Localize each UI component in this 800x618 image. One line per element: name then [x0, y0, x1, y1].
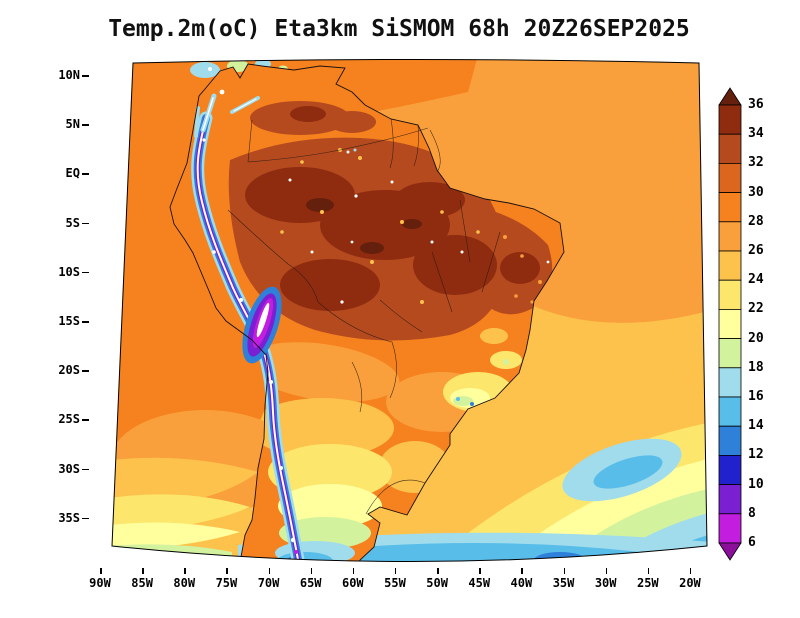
domain-outline — [111, 59, 708, 562]
altiplano-snow-core — [256, 302, 270, 338]
cool-tongue-inner — [593, 455, 663, 489]
sw-band-2 — [112, 494, 250, 532]
south-band — [250, 398, 394, 458]
se-brazil-cool — [453, 396, 473, 406]
se-corner — [688, 550, 707, 562]
coastline — [169, 63, 565, 562]
hottest-speck — [306, 198, 334, 212]
patagonia-cold — [277, 552, 333, 562]
hot-patch — [413, 235, 497, 295]
field-speckles — [280, 148, 550, 304]
se-brazil-cool-dot — [503, 359, 509, 365]
bottom-strip-inner — [300, 543, 640, 562]
llanos-core — [290, 106, 326, 122]
se-brazil-cold-dot — [456, 397, 460, 401]
hottest-speck — [360, 242, 384, 254]
patagonia-coldest-spot — [281, 560, 287, 562]
sw-band-4 — [112, 544, 232, 562]
plot-title: Temp.2m(oC) Eta3km SiSMOM 68h 20Z26SEP20… — [108, 16, 690, 42]
south-band — [268, 444, 392, 500]
se-brazil-cold-dot — [470, 402, 474, 406]
hot-patch — [500, 252, 540, 284]
se-brazil-cool — [480, 328, 508, 344]
llanos-hot — [328, 111, 376, 133]
guiana-hot — [312, 142, 392, 168]
hottest-speck — [402, 219, 422, 229]
northern-andes-branches — [194, 93, 260, 138]
caribbean-cold-dot — [208, 67, 212, 71]
bottom-cold-spot — [534, 552, 586, 562]
south-band — [279, 517, 371, 549]
sw-band-1 — [112, 457, 258, 507]
hot-patch — [395, 182, 465, 218]
country-borders — [227, 118, 501, 515]
sw-band-3 — [112, 522, 240, 550]
andes-peak-dots — [202, 89, 301, 562]
hot-patch — [280, 259, 380, 311]
caribbean-cool-1 — [190, 62, 220, 78]
south-band — [278, 484, 382, 528]
model-domain-field — [112, 59, 707, 562]
